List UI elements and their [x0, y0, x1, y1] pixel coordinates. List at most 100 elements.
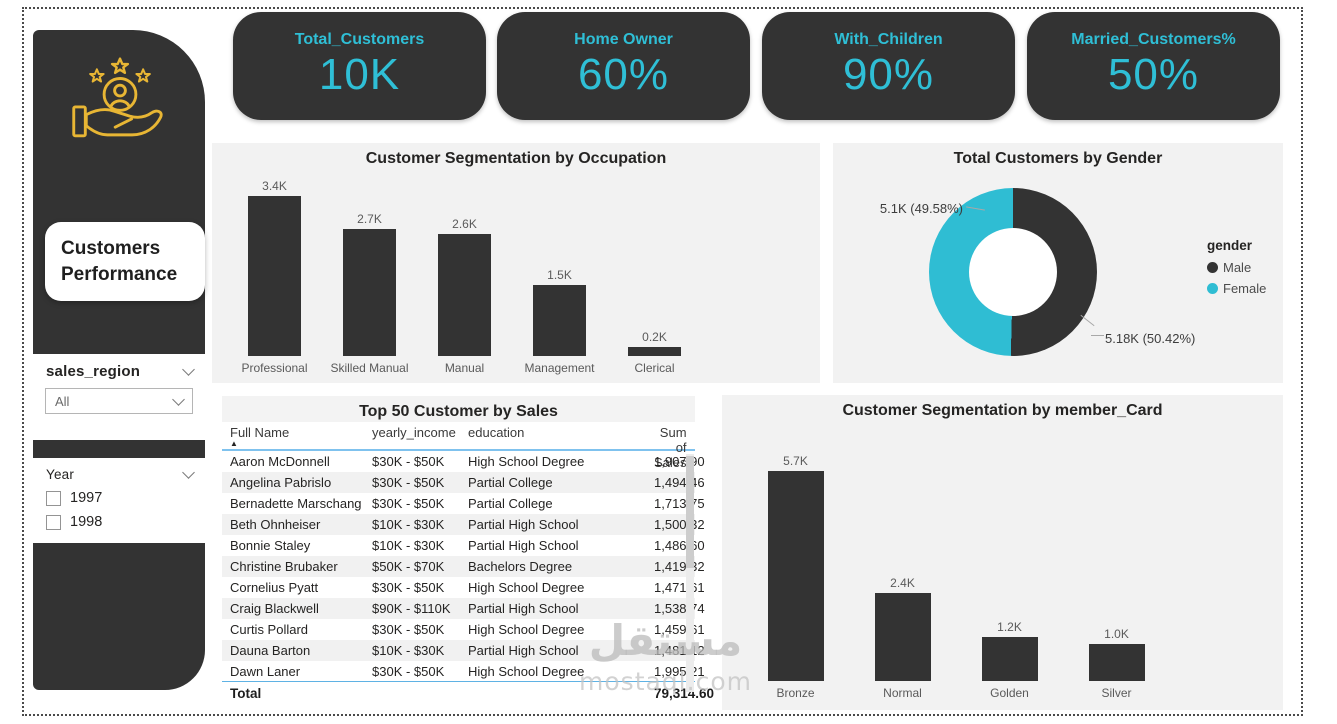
table-cell: Partial High School [468, 601, 579, 616]
checkbox-label: 1997 [70, 490, 103, 506]
table-cell: Angelina Pabrislo [230, 475, 332, 490]
table-cell: $30K - $50K [372, 580, 445, 595]
table-cell: $30K - $50K [372, 664, 445, 679]
male-slice-label: 5.18K (50.42%) [1105, 331, 1196, 346]
table-cell: Partial High School [468, 643, 579, 658]
bar-category-label: Bronze [776, 686, 815, 700]
table-scrollbar-track[interactable] [686, 454, 694, 692]
column-header-full-name[interactable]: Full Name ▲ [230, 425, 372, 448]
table-row[interactable]: Christine Brubaker $50K - $70K Bachelors D… [222, 556, 705, 577]
chart-title: Customer Segmentation by member_Card [842, 402, 1163, 419]
bar-category-label: Normal [883, 686, 922, 700]
bar[interactable] [628, 347, 681, 356]
bar-category-label: Clerical [634, 361, 675, 375]
bar-category-label: Skilled Manual [330, 361, 409, 375]
kpi-card-with-children: With_Children 90% [762, 12, 1015, 120]
bar-column: 3.4K Professional [227, 179, 322, 376]
table-cell: Dawn Laner [230, 664, 301, 679]
table-cell: High School Degree [468, 580, 585, 595]
table-row[interactable]: Curtis Pollard $30K - $50K High School Deg… [222, 619, 705, 640]
bar-value-label: 3.4K [262, 179, 287, 193]
table-cell: 1,419.32 [654, 559, 705, 574]
kpi-value: 90% [842, 50, 935, 99]
total-value: 79,314.60 [654, 686, 715, 701]
bar[interactable] [533, 285, 586, 356]
table-cell: 1,538.74 [654, 601, 705, 616]
column-header-yearly-income[interactable]: yearly_income [372, 425, 456, 440]
bar[interactable] [1088, 644, 1145, 681]
table-cell: Partial High School [468, 538, 579, 553]
bar-column: 0.2K Clerical [607, 179, 702, 376]
table-cell: Partial College [468, 475, 553, 490]
sort-ascending-icon: ▲ [230, 439, 238, 448]
legend-dot [1207, 262, 1218, 273]
sidebar: Customers Performance sales_region All Y… [33, 30, 205, 690]
table-row[interactable]: Bonnie Staley $10K - $30K Partial High Sch… [222, 535, 705, 556]
gender-legend: gender Male Female [1207, 238, 1266, 296]
customer-care-icon [57, 52, 183, 163]
bar-column: 1.5K Management [512, 179, 607, 376]
kpi-label: Married_Customers% [1071, 31, 1236, 48]
chevron-down-icon [172, 392, 185, 406]
year-slicer: Year 1997 1998 [33, 458, 205, 543]
chevron-down-icon[interactable] [182, 363, 195, 376]
table-row[interactable]: Angelina Pabrislo $30K - $50K Partial Coll… [222, 472, 705, 493]
bar[interactable] [767, 471, 824, 681]
kpi-label: Total_Customers [294, 31, 425, 48]
table-cell: Bachelors Degree [468, 559, 573, 574]
legend-item-male[interactable]: Male [1207, 260, 1266, 275]
bar-value-label: 1.5K [547, 268, 572, 282]
table-scrollbar-thumb[interactable] [686, 456, 694, 568]
table-row[interactable]: Dauna Barton $10K - $30K Partial High Scho… [222, 640, 705, 661]
table-cell: Partial High School [468, 517, 579, 532]
bar[interactable] [248, 196, 301, 356]
table-row[interactable]: Beth Ohnheiser $10K - $30K Partial High Sc… [222, 514, 705, 535]
year-option-1997: 1997 [46, 490, 205, 506]
table-cell: $30K - $50K [372, 475, 445, 490]
table-cell: $30K - $50K [372, 622, 445, 637]
bar-value-label: 2.7K [357, 212, 382, 226]
table-row[interactable]: Bernadette Marschang $30K - $50K Partial C… [222, 493, 705, 514]
bar-column: 2.4K Normal [849, 454, 956, 701]
checkbox-unchecked-icon[interactable] [46, 490, 61, 506]
table-cell: 1,494.46 [654, 475, 705, 490]
checkbox-unchecked-icon[interactable] [46, 514, 61, 530]
legend-title: gender [1207, 238, 1253, 253]
table-row[interactable]: Dawn Laner $30K - $50K High School Degree 1… [222, 661, 705, 682]
chart-title: Total Customers by Gender [953, 150, 1163, 167]
region-slicer: sales_region All [33, 354, 205, 440]
bar[interactable] [438, 234, 491, 356]
donut-ring[interactable] [929, 188, 1097, 356]
table-cell: Craig Blackwell [230, 601, 319, 616]
table-row[interactable]: Aaron McDonnell $30K - $50K High School De… [222, 451, 705, 472]
region-dropdown[interactable]: All [45, 388, 193, 414]
bar-column: 2.6K Manual [417, 179, 512, 376]
kpi-label: With_Children [834, 31, 943, 48]
bar-value-label: 0.2K [642, 330, 667, 344]
bar[interactable] [874, 593, 931, 681]
table-cell: 1,907.90 [654, 454, 705, 469]
table-cell: High School Degree [468, 454, 585, 469]
table-cell: Beth Ohnheiser [230, 517, 321, 532]
bar[interactable] [343, 229, 396, 356]
bar-column: 1.2K Golden [956, 454, 1063, 701]
chevron-down-icon[interactable] [182, 466, 195, 479]
legend-label: Female [1223, 281, 1267, 296]
table-total-row: Total 79,314.60 [222, 682, 714, 706]
column-header-sum-of-sales[interactable]: Sum of Sales [654, 425, 687, 470]
table-row[interactable]: Cornelius Pyatt $30K - $50K High School De… [222, 577, 705, 598]
column-header-education[interactable]: education [468, 425, 525, 440]
bar[interactable] [981, 637, 1038, 681]
table-row[interactable]: Craig Blackwell $90K - $110K Partial High … [222, 598, 705, 619]
legend-item-female[interactable]: Female [1207, 281, 1266, 296]
table-cell: $10K - $30K [372, 517, 445, 532]
bar-value-label: 5.7K [783, 454, 808, 468]
bar-category-label: Professional [241, 361, 308, 375]
legend-label: Male [1223, 260, 1252, 275]
total-label: Total [230, 686, 262, 701]
bar-column: 1.0K Silver [1063, 454, 1170, 701]
table-cell: Curtis Pollard [230, 622, 309, 637]
table-cell: $10K - $30K [372, 538, 445, 553]
kpi-card-total-customers: Total_Customers 10K [233, 12, 486, 120]
table-cell: Christine Brubaker [230, 559, 338, 574]
